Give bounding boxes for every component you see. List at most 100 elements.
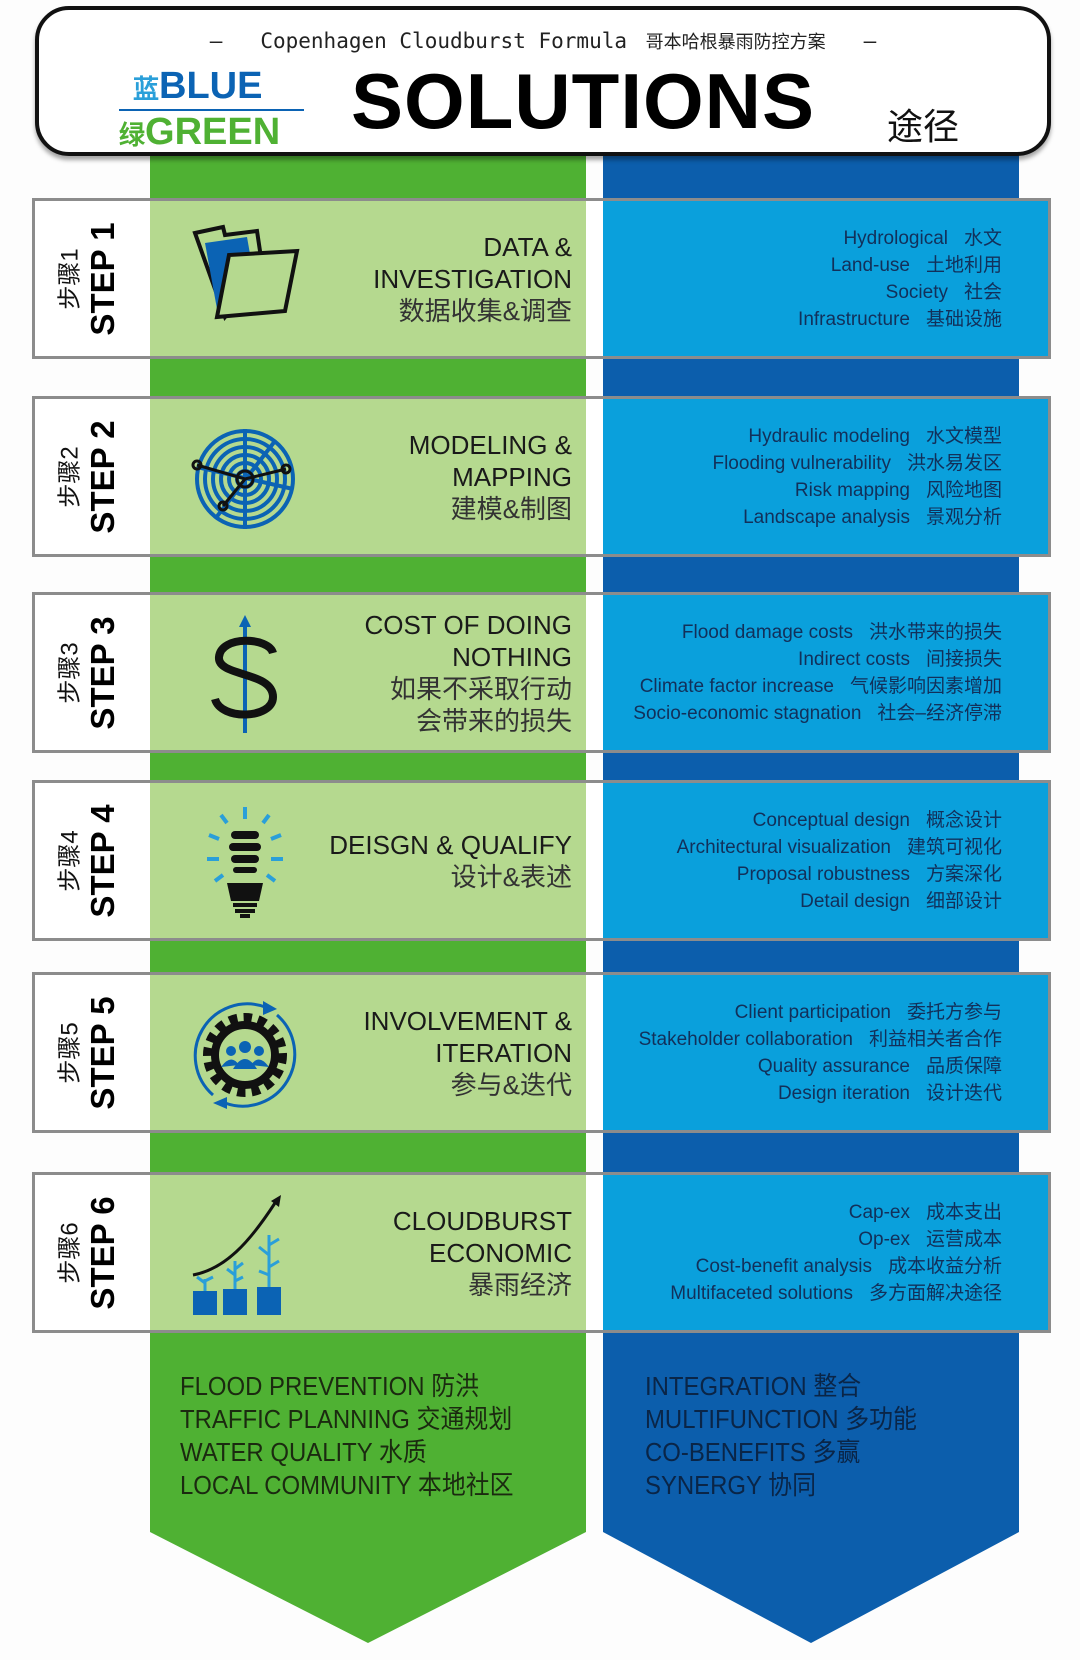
step-item-zh: 委托方参与	[906, 1001, 1002, 1023]
step-item-zh: 水文	[963, 227, 1002, 249]
step-item-zh: 景观分析	[925, 506, 1002, 528]
step-item-en: Stakeholder collaboration	[638, 1028, 853, 1050]
step-title-line: INVESTIGATION	[373, 263, 572, 294]
step-item-en: Landscape analysis	[743, 506, 910, 528]
step-title-zh: 建模&制图	[450, 493, 572, 524]
step-item-en: Land-use	[830, 254, 910, 276]
subtitle-zh: 哥本哈根暴雨防控方案	[645, 32, 826, 53]
step-item-en: Flood damage costs	[681, 621, 853, 643]
step-item-en: Design iteration	[777, 1082, 910, 1104]
step-item-en: Architectural visualization	[676, 836, 891, 858]
step-item: Landscape analysis 景观分析	[712, 504, 1002, 531]
step-items: Cap-ex 成本支出 Op-ex 运营成本 Cost-benefit analysis…	[670, 1199, 1002, 1307]
step-item-en: Conceptual design	[752, 809, 910, 831]
step-title: DEISGN & QUALIFY 设计&表述	[329, 829, 572, 893]
step-item-zh: 设计迭代	[925, 1082, 1002, 1104]
step-item: Infrastructure 基础设施	[798, 306, 1002, 333]
step-item-zh: 方案深化	[925, 863, 1002, 885]
step-item: Climate factor increase 气候影响因素增加	[633, 673, 1002, 700]
step-label: STEP 2 步骤2	[35, 399, 150, 554]
step-item-zh: 成本支出	[925, 1201, 1002, 1223]
step-items: Client participation 委托方参与 Stakeholder col…	[639, 999, 1002, 1107]
step-item-en: Proposal robustness	[736, 863, 910, 885]
step-title-line: NOTHING	[452, 641, 572, 672]
green-panel	[150, 595, 586, 750]
step-item-en: Cap-ex	[848, 1201, 910, 1223]
step-label: STEP 3 步骤3	[35, 595, 150, 750]
blue-panel	[603, 399, 1048, 554]
step-title-zh: 暴雨经济	[467, 1269, 572, 1300]
step-number-zh: 步骤5	[56, 1021, 84, 1084]
step-title: INVOLVEMENT & ITERATION 参与&迭代	[363, 1005, 572, 1101]
outcome-item: WATER QUALITY 水质	[180, 1437, 427, 1467]
step-item: Client participation 委托方参与	[639, 999, 1002, 1026]
step-items: Conceptual design 概念设计 Architectural visua…	[677, 807, 1002, 915]
step-item-zh: 建筑可视化	[906, 836, 1002, 858]
green-outcomes: FLOOD PREVENTION 防洪 TRAFFIC PLANNING 交通规…	[180, 1370, 514, 1502]
step-title: MODELING & MAPPING 建模&制图	[409, 429, 572, 525]
step-row: STEP 6 步骤6 CLOUDBURST ECONOMIC 暴雨经济 Cap-ex 成本支…	[32, 1172, 1051, 1333]
step-item-zh: 洪水易发区	[906, 452, 1002, 474]
outcome-item: MULTIFUNCTION 多功能	[645, 1404, 917, 1434]
step-number-zh: 步骤3	[56, 641, 84, 704]
step-item-zh: 间接损失	[925, 648, 1002, 670]
step-item-zh: 品质保障	[925, 1055, 1002, 1077]
step-label: STEP 1 步骤1	[35, 201, 150, 356]
step-item-zh: 利益相关者合作	[868, 1028, 1002, 1050]
step-item-en: Infrastructure	[798, 308, 910, 330]
subtitle-en: Copenhagen Cloudburst Formula	[260, 29, 627, 53]
step-item-en: Climate factor increase	[639, 675, 834, 697]
step-item-en: Risk mapping	[794, 479, 910, 501]
step-item-zh: 气候影响因素增加	[849, 675, 1002, 697]
gear-people-cycle-icon	[185, 995, 305, 1115]
step-label: STEP 4 步骤4	[35, 783, 150, 938]
step-item: Proposal robustness 方案深化	[677, 861, 1002, 888]
step-item: Risk mapping 风险地图	[712, 477, 1002, 504]
step-number-zh: 步骤1	[56, 247, 84, 310]
step-title-line: CLOUDBURST	[392, 1205, 572, 1236]
step-number: STEP 1	[84, 221, 121, 336]
step-title-line: COST OF DOING	[364, 609, 572, 640]
lightbulb-icon	[185, 803, 305, 923]
step-title-line: ECONOMIC	[429, 1237, 572, 1268]
step-item: Detail design 细部设计	[677, 888, 1002, 915]
step-item: Land-use 土地利用	[798, 252, 1002, 279]
step-item-zh: 风险地图	[925, 479, 1002, 501]
step-item-zh: 基础设施	[925, 308, 1002, 330]
step-items: Hydraulic modeling 水文模型 Flooding vulnerabi…	[712, 423, 1002, 531]
step-title-zh: 参与&迭代	[450, 1069, 572, 1100]
step-item-zh: 多方面解决途径	[868, 1282, 1002, 1304]
radar-map-icon	[185, 419, 305, 539]
logo-green: GREEN	[145, 111, 281, 153]
step-item-en: Client participation	[734, 1001, 891, 1023]
step-row: STEP 1 步骤1 DATA & INVESTIGATION 数据收集&调查 Hydro…	[32, 198, 1051, 359]
step-item-en: Society	[885, 281, 948, 303]
step-number: STEP 6	[84, 1195, 121, 1310]
step-number-zh: 步骤6	[56, 1221, 84, 1284]
outcome-item: INTEGRATION 整合	[645, 1371, 862, 1401]
step-item-zh: 成本收益分析	[887, 1255, 1002, 1277]
step-title-line: INVOLVEMENT &	[363, 1005, 572, 1036]
step-row: STEP 5 步骤5 INVOLVEMENT & ITERATION 参与&迭代 Clie…	[32, 972, 1051, 1133]
step-item: Hydrological 水文	[798, 225, 1002, 252]
step-item: Flooding vulnerability 洪水易发区	[712, 450, 1002, 477]
step-number-zh: 步骤4	[56, 829, 84, 892]
step-item-zh: 洪水带来的损失	[868, 621, 1002, 643]
dash: –	[863, 29, 877, 53]
page-title-zh: 途径	[887, 106, 960, 147]
step-item: Hydraulic modeling 水文模型	[712, 423, 1002, 450]
step-item: Architectural visualization 建筑可视化	[677, 834, 1002, 861]
step-label: STEP 5 步骤5	[35, 975, 150, 1130]
step-items: Hydrological 水文 Land-use 土地利用 Society 社会 Infra…	[798, 225, 1002, 333]
step-item-en: Quality assurance	[757, 1055, 910, 1077]
step-item-zh: 社会	[963, 281, 1002, 303]
dash: –	[209, 29, 223, 53]
step-item-zh: 水文模型	[925, 425, 1002, 447]
step-title-line: MAPPING	[452, 461, 572, 492]
step-item: Cost-benefit analysis 成本收益分析	[670, 1253, 1002, 1280]
blue-panel	[603, 1175, 1048, 1330]
step-row: STEP 2 步骤2 MODELING & MAPPING 建模&制图 Hydraulic…	[32, 396, 1051, 557]
step-item: Indirect costs 间接损失	[633, 646, 1002, 673]
step-item: Flood damage costs 洪水带来的损失	[633, 619, 1002, 646]
step-title-zh: 如果不采取行动 会带来的损失	[389, 673, 572, 736]
